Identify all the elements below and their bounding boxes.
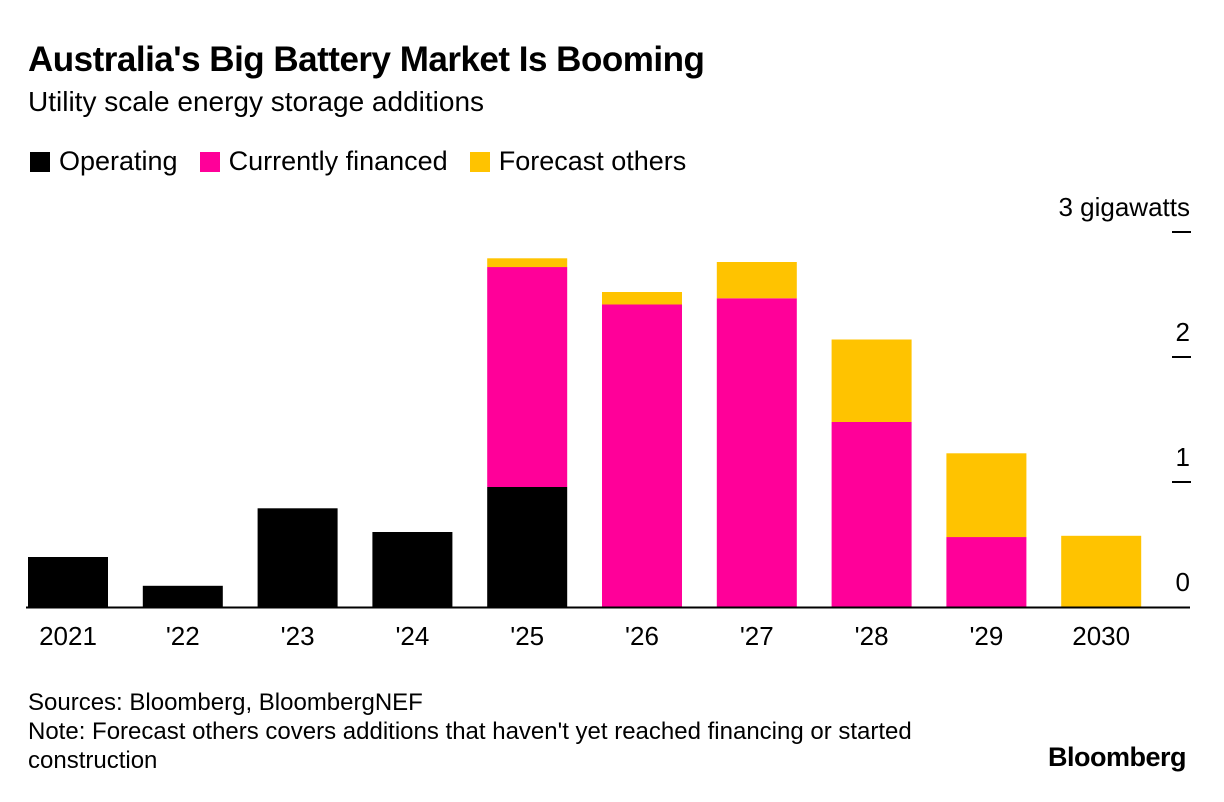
y-tick-label-0: 0 [1176,567,1190,597]
bar-2021-operating [28,557,108,607]
x-tick-label-26: '26 [625,621,659,651]
x-tick-label-28: '28 [855,621,889,651]
bar-29-currently-financed [946,537,1027,607]
note-line: Note: Forecast others covers additions t… [28,718,912,774]
source-note: Sources: Bloomberg, BloombergNEF Note: F… [28,688,988,775]
bar-27-forecast-others [716,262,797,299]
x-tick-label-2021: 2021 [39,621,97,651]
bars-group [28,258,1142,608]
bar-28-forecast-others [831,339,912,422]
y-axis: 0 1 2 3 gigawatts [1058,192,1191,597]
x-tick-label-25: '25 [510,621,544,651]
bar-22-operating [142,585,223,608]
chart-title: Australia's Big Battery Market Is Boomin… [28,40,705,79]
chart-subtitle: Utility scale energy storage additions [28,86,485,117]
legend-item-currently-financed: Currently financed [199,146,448,177]
legend-swatch-currently-financed [199,151,220,172]
bloomberg-logo: Bloomberg [1047,742,1187,772]
bar-28-currently-financed [831,422,912,607]
bar-23-operating [257,508,338,608]
legend: Operating Currently financed Forecast ot… [30,146,708,177]
bar-25-forecast-others [487,258,568,268]
sources-line: Sources: Bloomberg, BloombergNEF [28,689,423,716]
y-tick-label-3: 3 gigawatts [1058,192,1190,222]
bar-26-forecast-others [602,292,682,305]
x-tick-label-22: '22 [166,621,200,651]
legend-label-operating: Operating [59,146,178,176]
x-axis: 2021 '22 '23 '24 '25 '26 '27 '28 '29 2030 [26,606,1190,651]
bar-24-operating [372,532,453,607]
legend-label-currently-financed: Currently financed [228,146,448,176]
legend-item-operating: Operating [30,146,178,177]
legend-item-forecast-others: Forecast others [469,146,687,177]
y-tick-label-1: 1 [1176,442,1190,472]
bar-chart: 0 1 2 3 gigawatts 2021 '22 '23 '24 '25 '26 '27 '28… [26,192,1191,651]
x-tick-label-24: '24 [395,621,429,651]
y-tick-label-2: 2 [1176,317,1190,347]
bar-26-currently-financed [602,304,682,607]
bar-29-forecast-others [946,453,1027,538]
x-tick-label-23: '23 [281,621,315,651]
legend-swatch-forecast-others [469,151,490,172]
x-tick-label-29: '29 [969,621,1003,651]
x-tick-label-27: '27 [740,621,774,651]
bar-27-currently-financed [716,298,797,608]
bar-25-operating [487,487,568,607]
bar-2030-forecast-others [1061,535,1142,608]
legend-swatch-operating [30,151,50,172]
legend-label-forecast-others: Forecast others [498,146,687,176]
x-tick-label-2030: 2030 [1072,621,1130,651]
bar-25-currently-financed [487,267,568,487]
